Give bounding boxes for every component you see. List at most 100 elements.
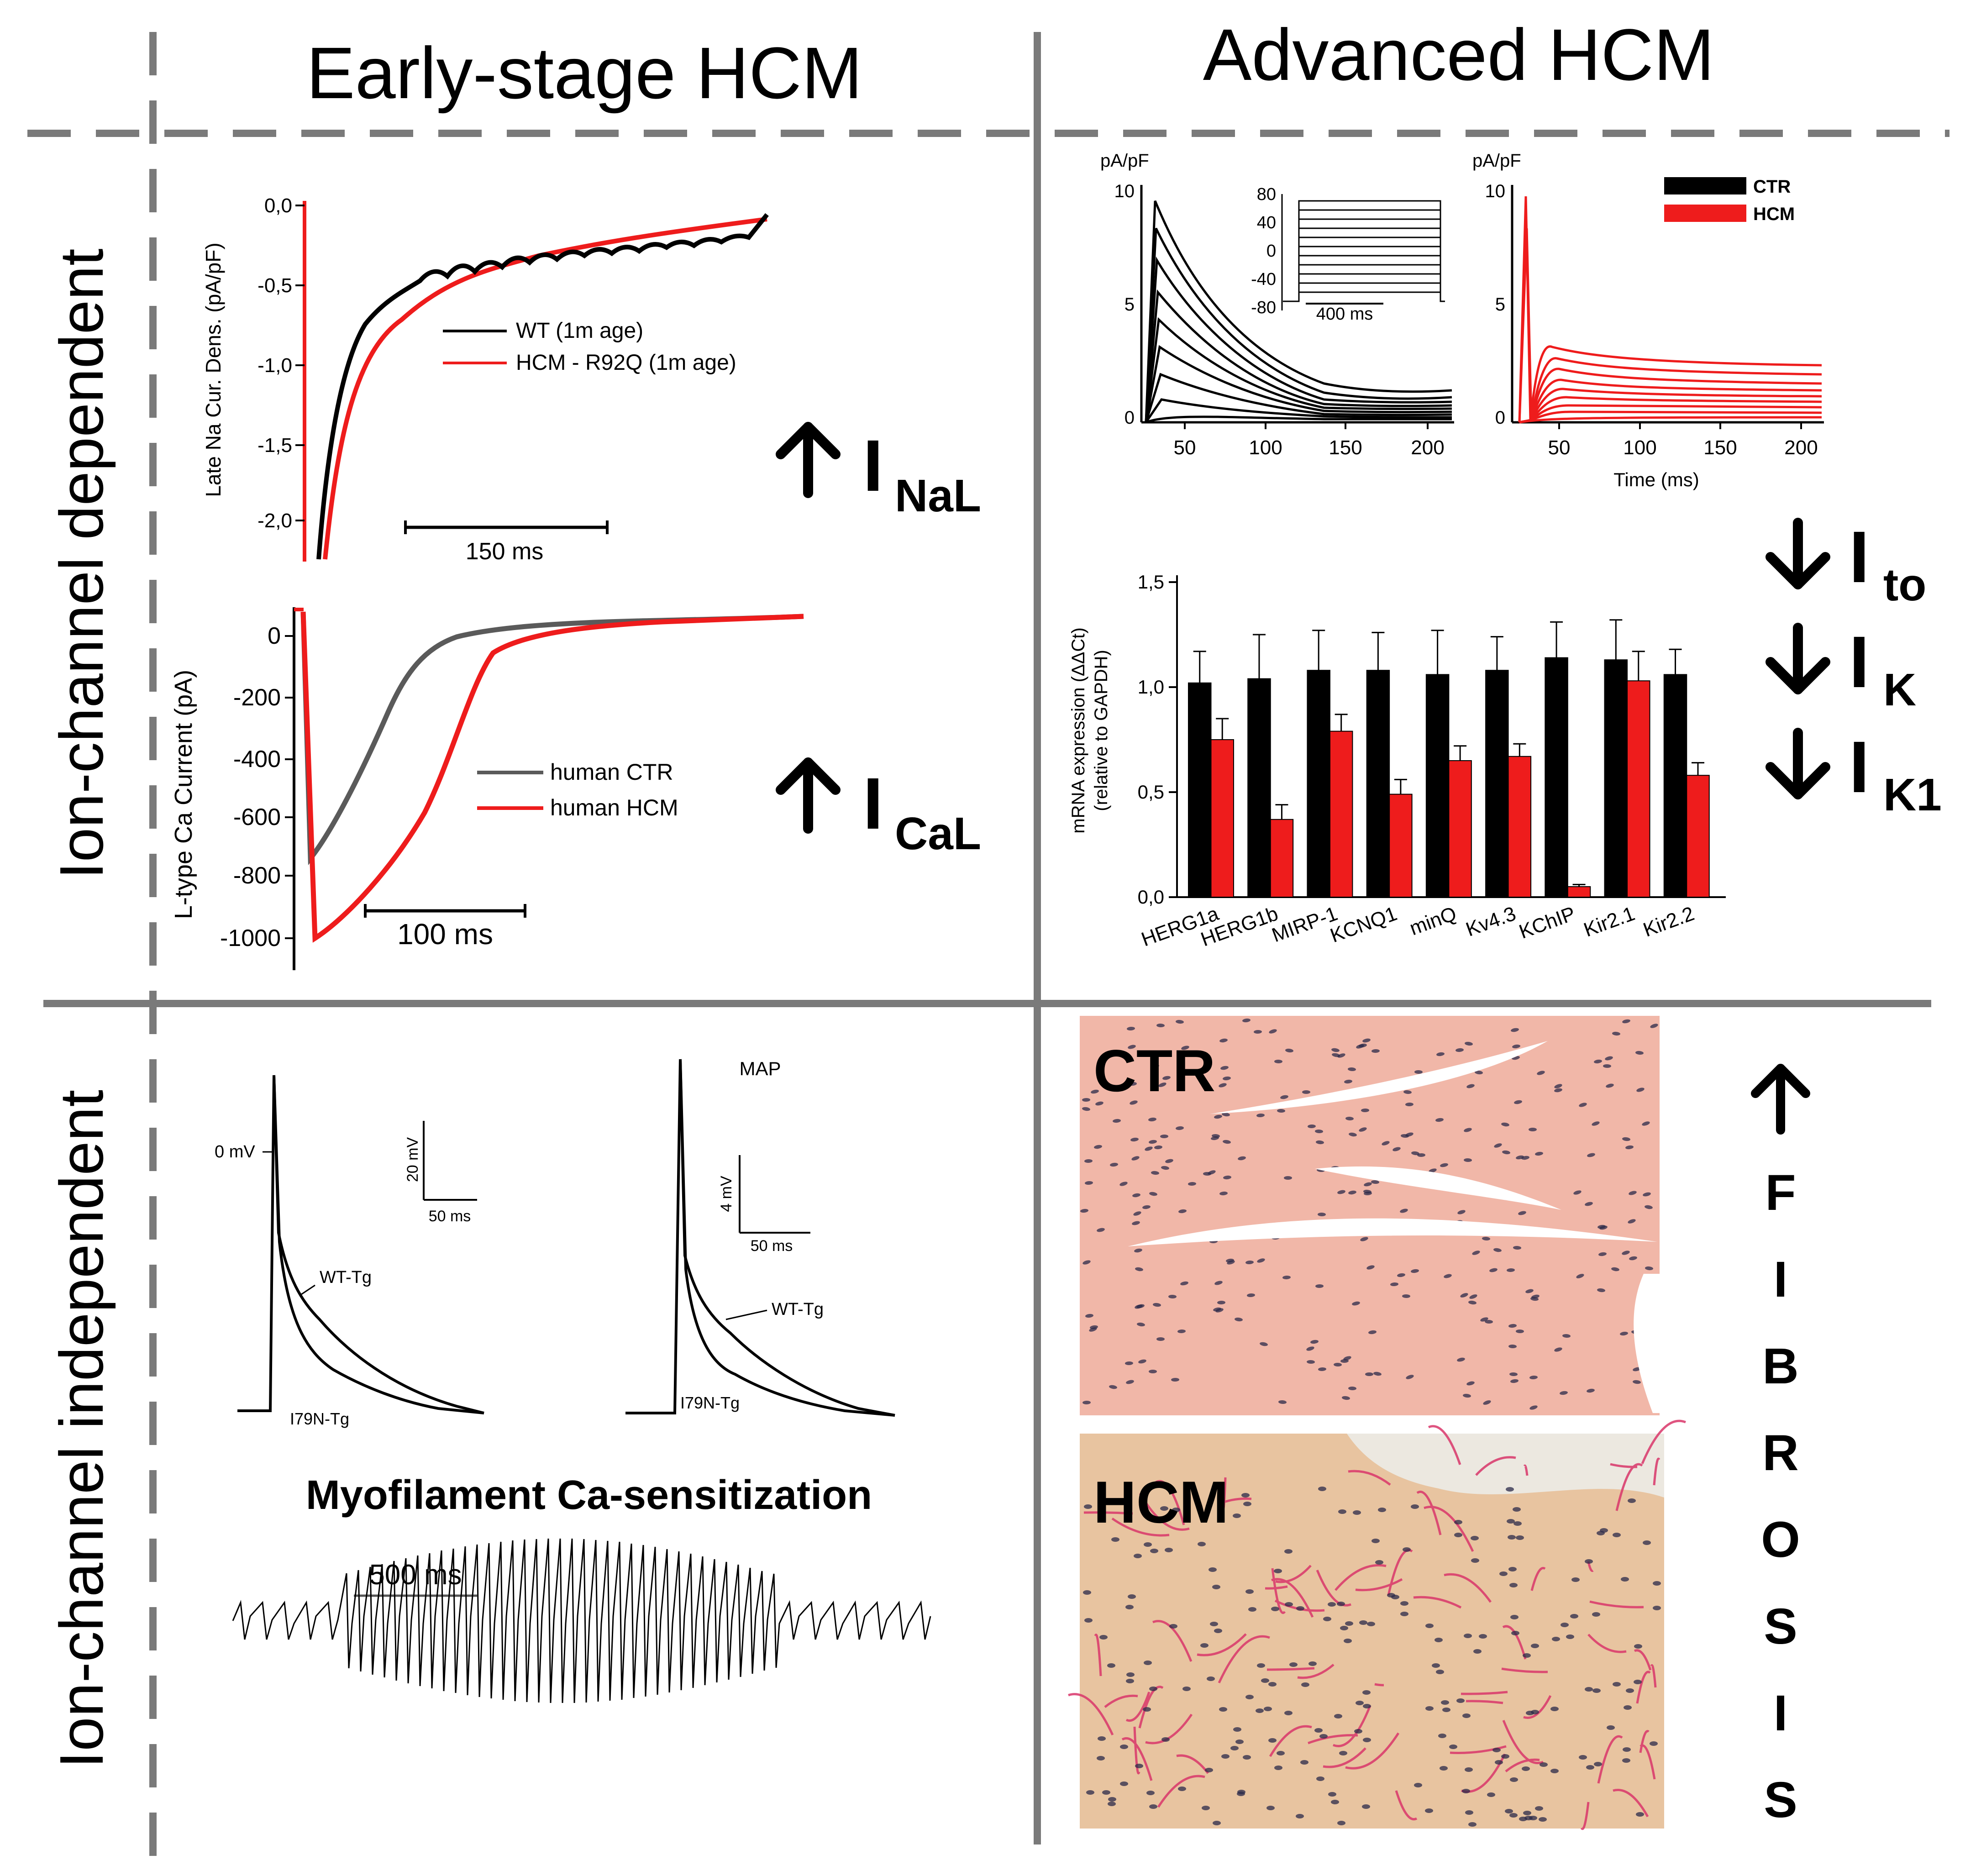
row-label-dependent: Ion-channel dependent bbox=[47, 248, 116, 879]
fibrosis-letter-4: O bbox=[1761, 1512, 1800, 1568]
chart-ylabel-line2: (relative to GAPDH) bbox=[1091, 650, 1111, 811]
ito-hcm-traces bbox=[1518, 196, 1822, 424]
ik1-sub: K1 bbox=[1883, 769, 1942, 820]
histology-ctr-label: CTR bbox=[1093, 1037, 1215, 1104]
ca-trace-ctr bbox=[300, 611, 804, 866]
ik1-symbol: I bbox=[1849, 726, 1869, 808]
late-na-legend-wt: WT (1m age) bbox=[516, 319, 643, 343]
bar-ctr-kcnq1 bbox=[1366, 670, 1390, 898]
down-arrow-icon bbox=[1766, 623, 1830, 694]
map-caption: Myofilament Ca-sensitization bbox=[306, 1472, 872, 1518]
ito-hcm-ytick-2: 0 bbox=[1495, 408, 1505, 428]
chart-xtick-label: KCNQ1 bbox=[1327, 902, 1400, 947]
chart-ytick-label: 0,5 bbox=[1138, 781, 1164, 803]
ik-indicator: I K bbox=[1766, 621, 1916, 715]
bar-hcm-kcnq1 bbox=[1389, 793, 1413, 898]
chart-ytick-label: 0,0 bbox=[1138, 886, 1164, 908]
bar-hcm-herg1a bbox=[1210, 739, 1234, 898]
late-na-ytick-1: -0,5 bbox=[257, 274, 292, 297]
map-trace-i79n bbox=[679, 1059, 895, 1417]
inal-indicator: I NaL bbox=[776, 422, 981, 521]
panel-map: 0 mV 20 mV 50 ms WT-Tg I79N-Tg MAP 4 mV … bbox=[215, 1058, 931, 1703]
bar-ctr-kir2.1 bbox=[1604, 659, 1628, 898]
bar-hcm-minq bbox=[1448, 760, 1472, 898]
ik-sub: K bbox=[1883, 664, 1916, 715]
row-label-independent: Ion-channel independent bbox=[47, 1090, 116, 1768]
chart-ylabel-line1: mRNA expression (ΔΔCt) bbox=[1068, 627, 1088, 833]
ap-label-wt-1: WT-Tg bbox=[320, 1268, 372, 1287]
map-title: MAP bbox=[739, 1058, 781, 1079]
fibrosis-letter-0: F bbox=[1765, 1165, 1796, 1221]
fibrosis-indicator: F I B R O S I S bbox=[1751, 1064, 1810, 1828]
ca-scalebar-label: 100 ms bbox=[397, 918, 493, 951]
ito-ctr-ytick-0: 10 bbox=[1114, 181, 1135, 201]
chart-xtick-label: MIRP-1 bbox=[1269, 902, 1340, 946]
ap-trace-i79n bbox=[273, 1075, 484, 1414]
chart-ytick-label: 1,5 bbox=[1138, 571, 1164, 593]
ik1-indicator: I K1 bbox=[1766, 726, 1942, 820]
up-arrow-icon bbox=[776, 757, 841, 834]
ito-legend-ctr: CTR bbox=[1753, 177, 1791, 197]
bar-hcm-kir2.1 bbox=[1627, 680, 1650, 898]
ca-ytick-2: -400 bbox=[233, 746, 281, 772]
ito-sub: to bbox=[1883, 559, 1926, 610]
histology-ctr: CTR bbox=[1080, 1016, 1660, 1415]
bar-ctr-herg1a bbox=[1188, 682, 1212, 898]
fibrosis-letter-2: B bbox=[1762, 1338, 1798, 1394]
ca-ytick-5: -1000 bbox=[220, 925, 281, 951]
late-na-trace-wt bbox=[316, 213, 769, 560]
up-arrow-icon bbox=[776, 422, 841, 498]
chart-xtick-label: Kir2.2 bbox=[1640, 902, 1697, 941]
panel-late-na: 0,0 -0,5 -1,0 -1,5 -2,0 Late Na Cur. Den… bbox=[201, 194, 981, 565]
late-na-ytick-0: 0,0 bbox=[264, 194, 292, 217]
fibrosis-letter-6: I bbox=[1774, 1685, 1788, 1741]
bar-hcm-kv4.3 bbox=[1508, 756, 1532, 898]
k-indicators: I to I K I K1 bbox=[1766, 516, 1942, 820]
late-na-yticks: 0,0 -0,5 -1,0 -1,5 -2,0 bbox=[257, 194, 305, 532]
ca-ytick-0: 0 bbox=[268, 623, 281, 649]
bar-hcm-mirp-1 bbox=[1329, 730, 1353, 898]
ca-ytick-1: -200 bbox=[233, 684, 281, 711]
bar-ctr-kchip bbox=[1545, 657, 1568, 898]
ca-ylabel: L-type Ca Current (pA) bbox=[170, 670, 197, 919]
ca-legend-hcm: human HCM bbox=[550, 795, 678, 820]
bar-hcm-kir2.2 bbox=[1686, 775, 1710, 898]
map-scale1-t: 50 ms bbox=[429, 1208, 471, 1225]
up-arrow-icon bbox=[1751, 1064, 1810, 1135]
bar-ctr-minq bbox=[1425, 674, 1450, 898]
chart-xtick-label: Kv4.3 bbox=[1463, 902, 1519, 941]
late-na-ytick-4: -2,0 bbox=[257, 510, 292, 532]
inset-ytick-0: 80 bbox=[1257, 185, 1276, 204]
ito-hcm-xtick-0: 50 bbox=[1548, 436, 1571, 459]
map-trace-wt bbox=[625, 1059, 895, 1417]
ik-symbol: I bbox=[1849, 621, 1869, 703]
bar-ctr-herg1b bbox=[1247, 678, 1271, 898]
inset-ytick-2: 0 bbox=[1266, 242, 1276, 261]
ito-hcm-xlabel: Time (ms) bbox=[1613, 469, 1699, 490]
ca-trace-hcm bbox=[300, 611, 804, 943]
map-scale1-v: 20 mV bbox=[404, 1137, 421, 1182]
map-label-wt-2: WT-Tg bbox=[772, 1300, 824, 1319]
ical-indicator: I CaL bbox=[776, 757, 981, 859]
ito-ctr-xtick-2: 150 bbox=[1329, 436, 1362, 459]
down-arrow-icon bbox=[1766, 728, 1830, 799]
late-na-ytick-2: -1,0 bbox=[257, 354, 292, 377]
mrna-bar-chart: mRNA expression (ΔΔCt) (relative to GAPD… bbox=[1068, 571, 1726, 951]
inset-ytick-4: -80 bbox=[1251, 298, 1276, 317]
bar-ctr-kv4.3 bbox=[1485, 670, 1509, 898]
histology-hcm-label: HCM bbox=[1093, 1469, 1229, 1535]
late-na-scalebar-label: 150 ms bbox=[466, 538, 544, 565]
fibrosis-letter-1: I bbox=[1774, 1251, 1788, 1308]
chart-xtick-label: minQ bbox=[1407, 902, 1460, 940]
inal-sub: NaL bbox=[895, 470, 981, 521]
late-na-ylabel: Late Na Cur. Dens. (pA/pF) bbox=[201, 242, 225, 497]
ito-ctr-ytick-2: 0 bbox=[1124, 408, 1135, 428]
header-advanced: Advanced HCM bbox=[1203, 14, 1714, 95]
ca-ytick-3: -600 bbox=[233, 804, 281, 830]
ito-hcm-ytick-1: 5 bbox=[1495, 294, 1505, 315]
ito-ctr-xtick-3: 200 bbox=[1411, 436, 1444, 459]
ito-hcm-unit: pA/pF bbox=[1472, 151, 1521, 171]
header-early-stage: Early-stage HCM bbox=[306, 32, 862, 114]
fibrosis-letter-5: S bbox=[1764, 1598, 1797, 1655]
